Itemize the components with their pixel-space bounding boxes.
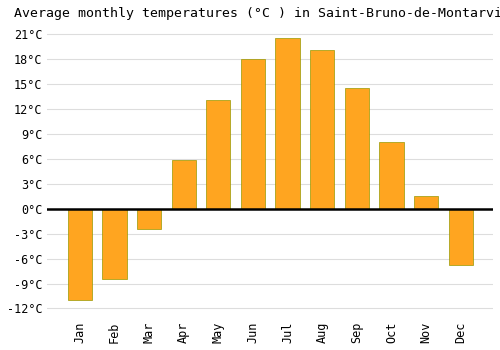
Bar — [241, 58, 265, 209]
Bar — [276, 38, 299, 209]
Bar — [414, 196, 438, 209]
Bar — [206, 100, 231, 209]
Title: Average monthly temperatures (°C ) in Saint-Bruno-de-Montarville: Average monthly temperatures (°C ) in Sa… — [14, 7, 500, 20]
Bar — [102, 209, 126, 279]
Bar — [344, 88, 369, 209]
Bar — [380, 142, 404, 209]
Bar — [310, 50, 334, 209]
Bar — [68, 209, 92, 300]
Bar — [172, 160, 196, 209]
Bar — [448, 209, 473, 265]
Bar — [137, 209, 161, 229]
